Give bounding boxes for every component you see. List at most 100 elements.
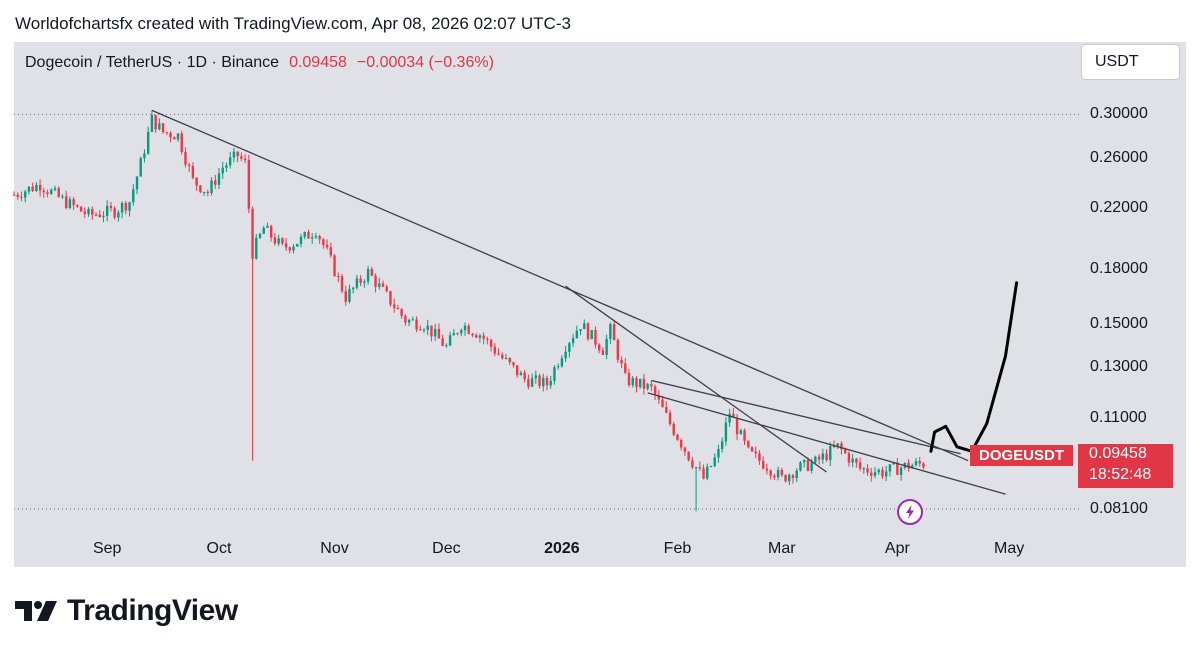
candle-body — [351, 287, 355, 290]
candle-body — [27, 186, 31, 192]
candle-body — [262, 227, 265, 234]
candle-body — [594, 329, 597, 345]
candle-body — [489, 339, 493, 347]
candle-body — [709, 465, 713, 467]
candle-body — [702, 468, 705, 479]
candle-body — [158, 123, 161, 130]
candle-body — [12, 194, 16, 196]
candle-body — [795, 470, 798, 479]
candle-body — [411, 319, 415, 321]
candle-body — [873, 472, 877, 476]
candle-body — [463, 325, 467, 331]
candle-body — [549, 380, 552, 386]
candle-body — [877, 469, 880, 473]
candle-body — [430, 325, 433, 337]
candle-body — [228, 157, 232, 166]
tradingview-brand[interactable]: TradingView — [15, 594, 238, 628]
lightning-bolt-icon[interactable] — [897, 499, 923, 525]
candle-body — [866, 468, 869, 473]
candle-body — [91, 209, 94, 215]
candle-body — [57, 188, 60, 197]
candle-body — [728, 413, 731, 423]
candle-body — [836, 443, 839, 447]
x-tick-label: Sep — [92, 540, 122, 557]
x-tick-label: Apr — [884, 540, 910, 557]
candle-body — [579, 329, 582, 331]
candle-body — [624, 363, 627, 373]
candle-body — [385, 286, 388, 292]
y-tick-label: 0.30000 — [1090, 105, 1148, 123]
candle-body — [698, 467, 702, 469]
candle-body — [150, 114, 154, 132]
candle-body — [53, 188, 57, 190]
candle-body — [35, 185, 38, 191]
candle-body — [914, 460, 918, 466]
candle-body — [683, 447, 687, 452]
candle-body — [68, 199, 72, 208]
candle-body — [780, 469, 784, 476]
candle-body — [243, 158, 247, 161]
candle-body — [318, 236, 321, 240]
candle-body — [862, 468, 866, 470]
chart-panel[interactable] — [14, 42, 1186, 567]
candle-body — [832, 446, 836, 448]
candle-body — [691, 460, 694, 468]
candle-body — [907, 462, 910, 469]
y-tick-label: 0.15000 — [1090, 315, 1148, 333]
candle-body — [556, 366, 560, 368]
candle-body — [452, 333, 456, 336]
symbol-title[interactable]: Dogecoin / TetherUS · 1D · Binance — [25, 54, 280, 71]
candle-body — [504, 357, 508, 359]
candle-body — [829, 446, 832, 461]
currency-button[interactable]: USDT — [1081, 44, 1180, 80]
candle-body — [288, 247, 292, 251]
candle-body — [363, 281, 366, 283]
candle-body — [612, 324, 616, 341]
candle-body — [661, 399, 664, 408]
candle-body — [437, 328, 441, 339]
candle-body — [560, 358, 564, 367]
candle-body — [460, 330, 463, 334]
candle-body — [195, 177, 198, 186]
candle-body — [791, 475, 795, 479]
candle-body — [38, 185, 42, 191]
trendline — [647, 392, 1006, 495]
candle-body — [911, 465, 914, 469]
candle-body — [657, 395, 661, 400]
candle-body — [445, 345, 448, 347]
candle-body — [225, 165, 228, 168]
candle-body — [564, 351, 567, 359]
candle-body — [202, 191, 206, 193]
candle-body — [732, 413, 735, 418]
last-price: 0.09458 — [289, 54, 347, 71]
candle-body — [146, 131, 150, 154]
candle-body — [784, 475, 787, 482]
candle-body — [515, 365, 519, 376]
candle-body — [135, 176, 139, 190]
candle-body — [527, 379, 530, 387]
candle-body — [247, 160, 251, 209]
candle-body — [310, 237, 314, 239]
candle-body — [665, 407, 668, 413]
candle-body — [191, 166, 195, 178]
candle-body — [426, 325, 429, 330]
candle-body — [72, 199, 75, 206]
candle-body — [821, 453, 825, 460]
candle-body — [98, 214, 101, 217]
candle-body — [642, 378, 646, 389]
candle-body — [61, 196, 64, 198]
candle-body — [299, 236, 303, 244]
candle-body — [176, 133, 180, 140]
candle-body — [739, 430, 743, 435]
candle-body — [720, 441, 724, 449]
candle-body — [422, 329, 426, 331]
candle-body — [638, 378, 642, 387]
candle-body — [165, 132, 169, 134]
candle-body — [180, 133, 183, 152]
candle-body — [333, 255, 336, 277]
candle-body — [530, 378, 534, 387]
candle-body — [284, 243, 288, 248]
candle-body — [23, 191, 27, 198]
bar-countdown: 18:52:48 — [1089, 466, 1152, 483]
